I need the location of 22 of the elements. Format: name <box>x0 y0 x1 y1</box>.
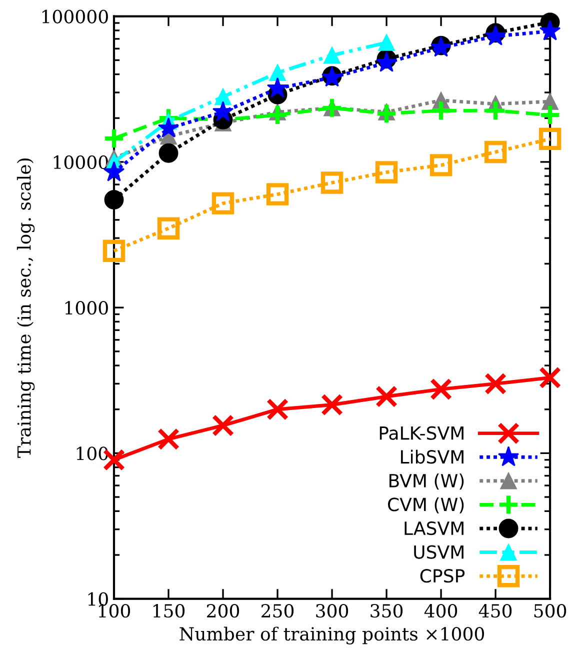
x-tick-label: 100 <box>98 604 130 618</box>
x-tick-label: 450 <box>478 604 512 618</box>
x-tick-label: 400 <box>424 604 458 618</box>
y-tick-label: 1000 <box>65 301 108 315</box>
x-tick-label: 200 <box>207 604 240 618</box>
y-axis-title: Training time (in sec., log. scale) <box>16 158 35 458</box>
y-tick-label: 10000 <box>54 155 108 170</box>
y-tick-label: 10 <box>88 592 108 606</box>
legend-label: USVM <box>414 545 464 559</box>
x-axis-title: Number of training points ×1000 <box>180 626 484 644</box>
legend-label: CPSP <box>420 569 465 583</box>
x-tick-label: 300 <box>316 604 348 618</box>
y-tick-label: 100000 <box>42 10 108 24</box>
x-tick-label: 500 <box>534 604 566 618</box>
legend-label: CVM (W) <box>388 497 464 514</box>
x-tick-label: 350 <box>370 604 403 618</box>
legend-label: PaLK-SVM <box>380 426 464 440</box>
legend-label: LASVM <box>404 521 464 536</box>
x-tick-label: 150 <box>153 604 185 618</box>
x-tick-label: 250 <box>262 604 294 618</box>
legend-label: LibSVM <box>401 450 464 464</box>
legend-label: BVM (W) <box>390 474 464 490</box>
